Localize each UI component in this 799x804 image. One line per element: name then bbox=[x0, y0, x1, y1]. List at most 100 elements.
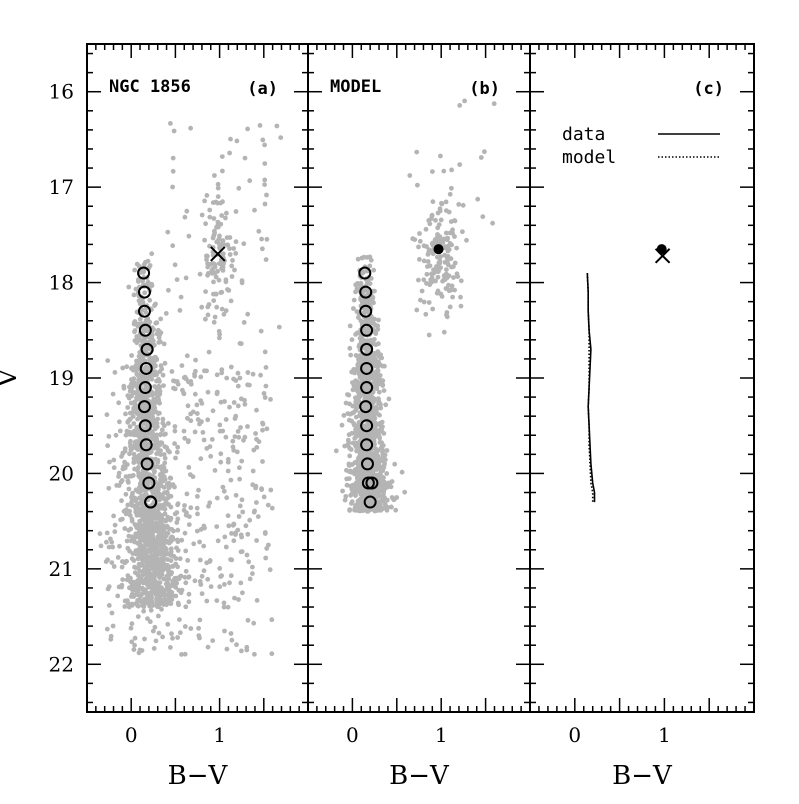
star-point bbox=[178, 294, 184, 300]
star-point bbox=[377, 373, 383, 378]
star-point bbox=[170, 243, 176, 249]
star-point bbox=[166, 594, 172, 600]
star-point bbox=[150, 414, 156, 420]
star-point bbox=[170, 155, 176, 161]
star-point bbox=[433, 217, 438, 223]
star-point bbox=[117, 428, 123, 434]
star-point bbox=[207, 214, 213, 220]
star-point bbox=[238, 396, 244, 402]
star-point bbox=[146, 393, 152, 398]
star-point bbox=[177, 308, 183, 313]
y-axis-title: V bbox=[0, 367, 23, 388]
star-point bbox=[145, 561, 150, 567]
star-point bbox=[162, 477, 168, 482]
star-point bbox=[455, 274, 461, 279]
star-point bbox=[353, 443, 358, 449]
star-point bbox=[158, 363, 164, 369]
star-point bbox=[137, 411, 143, 416]
star-point bbox=[140, 585, 145, 591]
star-point bbox=[136, 353, 142, 359]
star-point bbox=[211, 298, 217, 303]
ridge-markers-b bbox=[358, 266, 379, 509]
star-point bbox=[154, 420, 160, 426]
star-point bbox=[190, 409, 196, 415]
star-point bbox=[218, 200, 224, 206]
star-point bbox=[223, 544, 229, 550]
star-point bbox=[358, 297, 364, 302]
cross-marker bbox=[654, 248, 671, 264]
star-point bbox=[172, 386, 178, 392]
star-point bbox=[464, 237, 469, 243]
series-line-model bbox=[586, 272, 594, 503]
star-point bbox=[132, 338, 138, 343]
star-point bbox=[383, 503, 389, 509]
star-point bbox=[175, 527, 181, 533]
ridge-point bbox=[140, 457, 154, 471]
star-point bbox=[129, 393, 135, 399]
star-point bbox=[264, 192, 269, 198]
star-point bbox=[133, 601, 139, 606]
star-point bbox=[124, 364, 130, 370]
star-point bbox=[129, 518, 135, 524]
star-point bbox=[128, 526, 134, 532]
star-point bbox=[106, 584, 112, 589]
star-point bbox=[381, 431, 387, 436]
star-point bbox=[259, 487, 265, 492]
star-point bbox=[196, 625, 202, 631]
star-point bbox=[150, 588, 156, 594]
x-axis-title: B−V bbox=[389, 761, 450, 791]
star-point bbox=[109, 560, 115, 565]
star-point bbox=[448, 219, 454, 225]
star-point bbox=[152, 445, 157, 451]
star-point bbox=[146, 478, 152, 484]
star-point bbox=[378, 446, 384, 452]
star-point bbox=[254, 445, 260, 450]
star-point bbox=[372, 415, 378, 421]
star-point bbox=[347, 323, 353, 329]
star-point bbox=[348, 492, 354, 498]
star-point bbox=[262, 531, 268, 536]
star-point bbox=[340, 488, 345, 494]
star-point bbox=[254, 500, 259, 505]
star-point bbox=[211, 319, 217, 325]
star-point bbox=[184, 353, 190, 359]
star-point bbox=[212, 270, 218, 276]
star-point bbox=[115, 593, 121, 599]
text-layer: 0 1 B−V 16 17 18 19 20 21 22 V NGC 1856 (a) 0 1 B−V MODE… bbox=[0, 77, 724, 791]
legend-label: data bbox=[562, 124, 605, 145]
star-point bbox=[183, 568, 189, 574]
y-tick-label: 21 bbox=[49, 557, 74, 581]
star-point bbox=[139, 537, 145, 542]
star-point bbox=[162, 455, 168, 461]
star-point bbox=[106, 603, 112, 608]
star-point bbox=[460, 229, 465, 235]
star-point bbox=[197, 557, 203, 563]
star-point bbox=[231, 447, 237, 453]
star-point bbox=[253, 431, 258, 436]
star-point bbox=[431, 267, 436, 273]
star-point bbox=[141, 604, 147, 610]
star-point bbox=[210, 638, 216, 643]
star-point bbox=[182, 503, 187, 508]
star-point bbox=[417, 238, 423, 244]
star-point bbox=[159, 601, 165, 606]
star-point bbox=[195, 511, 200, 517]
star-point bbox=[355, 362, 361, 367]
star-point bbox=[344, 467, 349, 473]
star-point bbox=[97, 531, 103, 537]
star-point bbox=[175, 548, 181, 553]
star-point bbox=[212, 173, 217, 178]
star-point bbox=[205, 271, 211, 276]
star-point bbox=[186, 438, 191, 443]
star-point bbox=[373, 446, 379, 452]
star-point bbox=[195, 494, 200, 499]
star-point bbox=[359, 488, 365, 494]
x-tick-label: 0 bbox=[568, 723, 581, 747]
star-point bbox=[134, 505, 140, 511]
star-point bbox=[165, 229, 171, 235]
star-point bbox=[253, 485, 258, 491]
star-point bbox=[245, 531, 251, 537]
star-point bbox=[217, 245, 222, 251]
star-point bbox=[355, 281, 360, 286]
star-point bbox=[186, 591, 192, 597]
